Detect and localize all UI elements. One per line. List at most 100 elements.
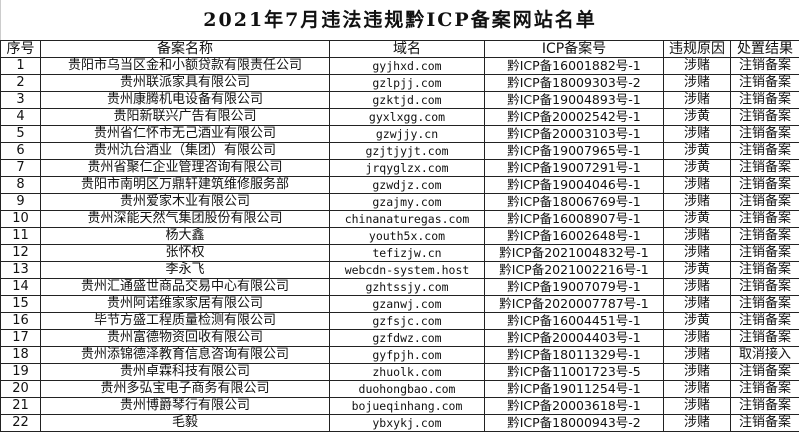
- cell-name: 毛毅: [40, 414, 330, 432]
- cell-domain: youth5x.com: [329, 227, 485, 245]
- cell-domain: gzjtjyjt.com: [329, 142, 485, 160]
- cell-result: 注销备案: [730, 312, 799, 330]
- header-index: 序号: [0, 40, 41, 58]
- cell-icp: 黔ICP备18006769号-1: [484, 193, 664, 211]
- cell-icp: 黔ICP备19004046号-1: [484, 176, 664, 194]
- cell-name: 贵州多弘宝电子商务有限公司: [40, 380, 330, 398]
- cell-result: 注销备案: [730, 244, 799, 262]
- cell-name: 贵州康腾机电设备有限公司: [40, 91, 330, 109]
- cell-index: 6: [0, 142, 41, 160]
- cell-reason: 涉赌: [663, 57, 731, 75]
- cell-index: 1: [0, 57, 41, 75]
- table-row: 8 贵阳市南明区万鼎轩建筑维修服务部 gzwdjz.com 黔ICP备19004046…: [0, 176, 799, 194]
- table-row: 21 贵州博爵琴行有限公司 bojueqinhang.com 黔ICP备2000361…: [0, 397, 799, 415]
- cell-domain: gzktjd.com: [329, 91, 485, 109]
- table-row: 14 贵州汇通盛世商品交易中心有限公司 gzhtssjy.com 黔ICP备19007…: [0, 278, 799, 296]
- cell-icp: 黔ICP备20004403号-1: [484, 329, 664, 347]
- header-reason: 违规原因: [663, 40, 731, 58]
- header-row: 序号 备案名称 域名 ICP备案号 违规原因 处置结果: [0, 40, 799, 58]
- cell-index: 8: [0, 176, 41, 194]
- cell-index: 7: [0, 159, 41, 177]
- cell-name: 贵州爱家木业有限公司: [40, 193, 330, 211]
- cell-index: 21: [0, 397, 41, 415]
- cell-name: 贵州省仁怀市无己酒业有限公司: [40, 125, 330, 143]
- table-row: 19 贵州卓霖科技有限公司 zhuolk.com 黔ICP备11001723号-5 涉赌…: [0, 363, 799, 381]
- cell-result: 注销备案: [730, 176, 799, 194]
- website-list-table: 序号 备案名称 域名 ICP备案号 违规原因 处置结果 1 贵阳市乌当区金和小额贷…: [0, 40, 799, 432]
- cell-reason: 涉赌: [663, 346, 731, 364]
- table-row: 1 贵阳市乌当区金和小额贷款有限责任公司 gyjhxd.com 黔ICP备160018…: [0, 57, 799, 75]
- page-title: 2021年7月违法违规黔ICP备案网站名单: [0, 0, 799, 40]
- cell-reason: 涉赌: [663, 278, 731, 296]
- cell-index: 2: [0, 74, 41, 92]
- cell-domain: gzfsjc.com: [329, 312, 485, 330]
- cell-reason: 涉赌: [663, 397, 731, 415]
- cell-index: 20: [0, 380, 41, 398]
- table-row: 17 贵州富德物资回收有限公司 gzfdwz.com 黔ICP备20004403号-1…: [0, 329, 799, 347]
- cell-result: 注销备案: [730, 295, 799, 313]
- cell-result: 注销备案: [730, 159, 799, 177]
- cell-result: 注销备案: [730, 210, 799, 228]
- cell-reason: 涉赌: [663, 227, 731, 245]
- cell-result: 注销备案: [730, 74, 799, 92]
- cell-name: 贵州联派家具有限公司: [40, 74, 330, 92]
- cell-result: 注销备案: [730, 227, 799, 245]
- cell-icp: 黔ICP备19007965号-1: [484, 142, 664, 160]
- cell-domain: zhuolk.com: [329, 363, 485, 381]
- cell-index: 13: [0, 261, 41, 279]
- cell-reason: 涉赌: [663, 363, 731, 381]
- cell-icp: 黔ICP备11001723号-5: [484, 363, 664, 381]
- table-row: 18 贵州添锦德泽教育信息咨询有限公司 gyfpjh.com 黔ICP备1801132…: [0, 346, 799, 364]
- cell-result: 注销备案: [730, 363, 799, 381]
- cell-domain: gzwjjy.cn: [329, 125, 485, 143]
- cell-domain: bojueqinhang.com: [329, 397, 485, 415]
- cell-reason: 涉黄: [663, 142, 731, 160]
- cell-index: 22: [0, 414, 41, 432]
- cell-name: 贵州深能天然气集团股份有限公司: [40, 210, 330, 228]
- cell-index: 14: [0, 278, 41, 296]
- cell-icp: 黔ICP备16002648号-1: [484, 227, 664, 245]
- table-row: 12 张怀权 tefizjw.cn 黔ICP备2021004832号-1 涉赌 注销备案: [0, 244, 799, 262]
- cell-icp: 黔ICP备19011254号-1: [484, 380, 664, 398]
- cell-reason: 涉赌: [663, 91, 731, 109]
- cell-domain: gzlpjj.com: [329, 74, 485, 92]
- cell-icp: 黔ICP备18000943号-2: [484, 414, 664, 432]
- cell-name: 李永飞: [40, 261, 330, 279]
- cell-domain: ybxykj.com: [329, 414, 485, 432]
- cell-reason: 涉赌: [663, 193, 731, 211]
- cell-index: 15: [0, 295, 41, 313]
- cell-result: 注销备案: [730, 125, 799, 143]
- cell-index: 19: [0, 363, 41, 381]
- cell-name: 贵州汇通盛世商品交易中心有限公司: [40, 278, 330, 296]
- cell-name: 张怀权: [40, 244, 330, 262]
- cell-domain: gyjhxd.com: [329, 57, 485, 75]
- cell-domain: webcdn-system.host: [329, 261, 485, 279]
- cell-name: 贵州阿诺维家家居有限公司: [40, 295, 330, 313]
- header-icp: ICP备案号: [484, 40, 664, 58]
- cell-icp: 黔ICP备20003103号-1: [484, 125, 664, 143]
- cell-index: 12: [0, 244, 41, 262]
- cell-index: 3: [0, 91, 41, 109]
- cell-domain: gzwdjz.com: [329, 176, 485, 194]
- table-row: 7 贵州省聚仁企业管理咨询有限公司 jrqyglzx.com 黔ICP备1900729…: [0, 159, 799, 177]
- cell-reason: 涉黄: [663, 312, 731, 330]
- cell-icp: 黔ICP备18009303号-2: [484, 74, 664, 92]
- cell-name: 贵州卓霖科技有限公司: [40, 363, 330, 381]
- cell-result: 注销备案: [730, 397, 799, 415]
- cell-name: 贵阳新联兴广告有限公司: [40, 108, 330, 126]
- cell-reason: 涉赌: [663, 244, 731, 262]
- header-result: 处置结果: [730, 40, 799, 58]
- cell-icp: 黔ICP备2021002216号-1: [484, 261, 664, 279]
- cell-reason: 涉赌: [663, 125, 731, 143]
- cell-reason: 涉黄: [663, 108, 731, 126]
- cell-reason: 涉赌: [663, 414, 731, 432]
- cell-result: 注销备案: [730, 329, 799, 347]
- cell-domain: gzfdwz.com: [329, 329, 485, 347]
- cell-name: 贵州添锦德泽教育信息咨询有限公司: [40, 346, 330, 364]
- table-row: 6 贵州氿台酒业（集团）有限公司 gzjtjyjt.com 黔ICP备19007965…: [0, 142, 799, 160]
- cell-name: 贵州富德物资回收有限公司: [40, 329, 330, 347]
- cell-index: 18: [0, 346, 41, 364]
- table-row: 16 毕节方盛工程质量检测有限公司 gzfsjc.com 黔ICP备16004451号…: [0, 312, 799, 330]
- cell-icp: 黔ICP备18011329号-1: [484, 346, 664, 364]
- cell-icp: 黔ICP备19004893号-1: [484, 91, 664, 109]
